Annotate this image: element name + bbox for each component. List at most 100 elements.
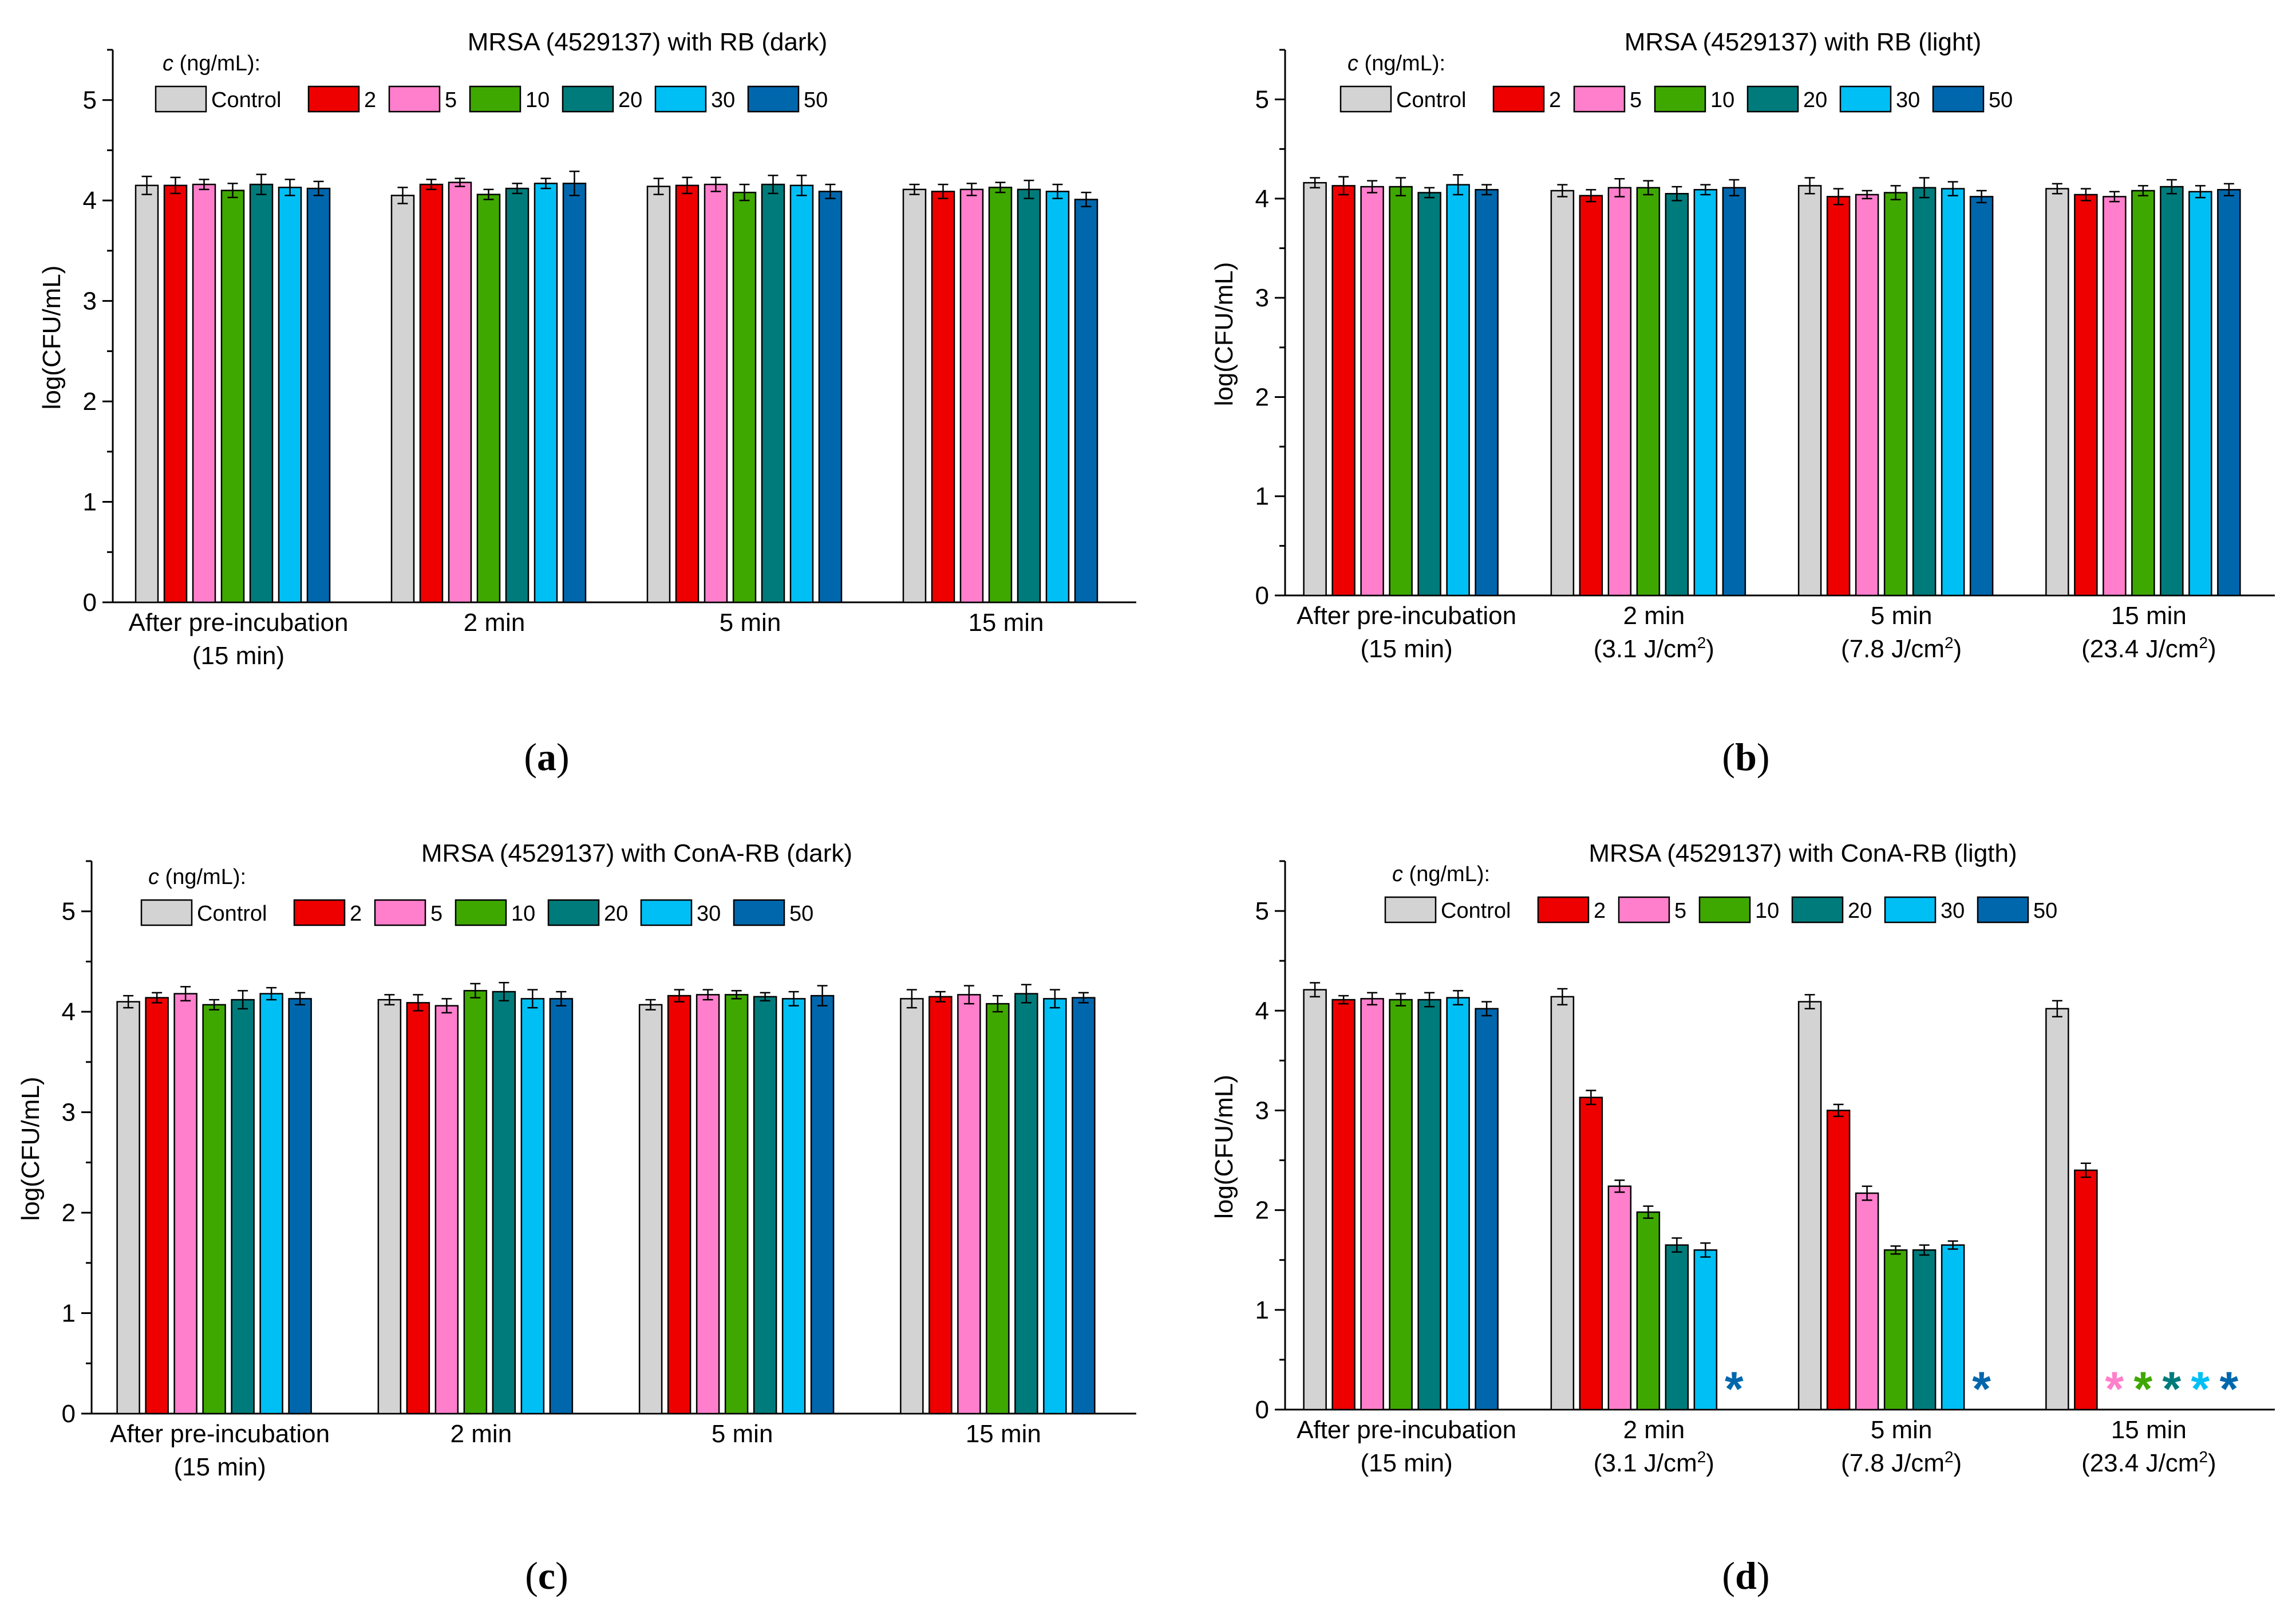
panel-b-category-label: (7.8 J/cm2): [1841, 634, 1962, 663]
panel-a-legend-label-30: 30: [711, 88, 735, 112]
panel-c-legend-title-var: c: [148, 865, 159, 889]
panel-a-y-tick-label: 5: [83, 86, 97, 115]
panel-a-legend-title-unit: (ng/mL):: [173, 52, 260, 76]
panel-b-legend-label-30: 30: [1896, 88, 1920, 112]
panel-d-y-tick-label: 3: [1255, 1096, 1269, 1124]
panel-a-bar-5-cat3: [959, 188, 984, 603]
panel-c-legend-label-control: Control: [197, 902, 267, 926]
panel-c-category-label: 2 min: [450, 1420, 512, 1448]
panel-a-y-tick-label: 0: [83, 589, 97, 617]
panel-b-y-tick-label: 0: [1255, 582, 1269, 610]
panel-b-bar-5-cat3: [2103, 196, 2127, 597]
panel-c-legend-title: c (ng/mL):: [148, 865, 246, 889]
panel-d-title: MRSA (4529137) with ConA-RB (ligth): [1588, 839, 2017, 867]
panel-b-y-tick-label: 2: [1255, 383, 1269, 411]
panel-c-legend-swatch-30: [640, 899, 693, 926]
panel-a-bar-control-cat2: [646, 186, 671, 603]
panel-a-legend-label-2: 2: [364, 88, 376, 112]
panel-b-legend-label-50: 50: [1989, 88, 2013, 112]
panel-a-bar-10-cat0: [220, 190, 245, 603]
panel-d-legend-swatch-20: [1791, 896, 1844, 924]
panel-d-bar-10-cat2: [1883, 1249, 1908, 1411]
panel-c-legend-label-30: 30: [697, 902, 721, 926]
panel-b-bar-30-cat0: [1446, 184, 1470, 597]
panel-b-legend-label-control: Control: [1396, 88, 1467, 112]
panel-a-legend-label-control: Control: [211, 88, 282, 112]
panel-a-y-tick-label: 2: [83, 388, 97, 416]
panel-c-legend-label-50: 50: [789, 902, 813, 926]
panel-b-y-tick-label: 5: [1255, 86, 1269, 114]
panel-d-category-label: After pre-incubation: [1297, 1416, 1516, 1444]
panel-d-y-tick-label: 2: [1255, 1197, 1269, 1225]
panel-d-bar-30-cat0: [1446, 997, 1470, 1411]
panel-b-bar-10-cat0: [1389, 186, 1413, 597]
panel-c-bar-2-cat0: [145, 997, 169, 1415]
panel-c-legend-label-2: 2: [350, 902, 362, 926]
panel-c-bar-2-cat3: [928, 996, 953, 1415]
panel-c-y-tick-label: 0: [62, 1400, 76, 1428]
panel-d-y-tick-label: 4: [1255, 997, 1269, 1025]
panel-d-legend-label-10: 10: [1755, 899, 1779, 923]
panel-b-y-axis-label: log(CFU/mL): [1210, 262, 1238, 407]
panel-a-bar-10-cat1: [476, 194, 501, 603]
panel-b-category-label: (15 min): [1360, 635, 1452, 663]
panel-c-bar-30-cat3: [1043, 998, 1067, 1415]
panel-a-legend-label-5: 5: [445, 88, 457, 112]
panel-d-category-label: (15 min): [1360, 1449, 1452, 1477]
panel-a-bar-20-cat2: [761, 183, 785, 603]
panel-c-bar-2-cat2: [667, 994, 691, 1415]
panel-a-bar-20-cat1: [505, 187, 529, 603]
panel-c-bar-20-cat1: [492, 990, 516, 1415]
panel-c-bar-20-cat0: [231, 999, 255, 1415]
panel-d-bar-control-cat3: [2045, 1008, 2069, 1411]
panel-b-bar-30-cat3: [2188, 191, 2212, 597]
panel-d-legend-swatch-2: [1537, 896, 1590, 924]
panel-a-legend-swatch-control: [155, 85, 207, 113]
panel-b-legend-swatch-control: [1339, 85, 1392, 113]
panel-b-bar-5-cat1: [1607, 187, 1632, 597]
panel-d-y-tick-label: 0: [1255, 1396, 1269, 1424]
panel-d-bar-2-cat2: [1826, 1110, 1851, 1411]
panel-b-category-label: 15 min: [2111, 602, 2187, 630]
panel-c-bar-10-cat2: [724, 994, 749, 1415]
panel-d-legend-label-5: 5: [1674, 899, 1686, 923]
panel-a-legend-title: c (ng/mL):: [163, 52, 260, 76]
panel-b-bar-30-cat1: [1693, 189, 1718, 597]
panel-c-bar-5-cat2: [695, 994, 720, 1415]
panel-a-bar-5-cat2: [704, 183, 728, 603]
panel-b-legend-swatch-30: [1839, 85, 1892, 113]
panel-c-bar-50-cat0: [288, 998, 312, 1415]
panel-a-bar-20-cat0: [249, 183, 274, 603]
panel-b-bar-control-cat0: [1303, 181, 1327, 597]
panel-c-y-tick-label: 2: [62, 1199, 76, 1227]
panel-a-bar-20-cat3: [1017, 188, 1041, 603]
panel-d: 0 1 2 3 4 5 log(CFU/mL) MRSA (4529137) with Con…: [1210, 839, 2275, 1597]
panel-a-bar-control-cat1: [390, 195, 415, 603]
panel-b-title: MRSA (4529137) with RB (light): [1625, 28, 1982, 56]
panel-d-bar-30-cat2: [1941, 1244, 1965, 1411]
panel-c-bar-5-cat0: [173, 993, 197, 1415]
panel-b-y-tick-label: 4: [1255, 185, 1269, 213]
panel-b-bar-20-cat1: [1665, 192, 1689, 597]
panel-d-significance-marker: *: [2191, 1362, 2210, 1416]
panel-b-bar-2-cat3: [2074, 194, 2098, 597]
panel-b-bar-2-cat1: [1579, 195, 1603, 597]
panel-a-bar-30-cat0: [278, 187, 302, 603]
panel-c-y-tick-label: 4: [62, 998, 76, 1026]
panel-b-bar-control-cat2: [1797, 185, 1822, 597]
panel-c-bar-30-cat0: [259, 993, 283, 1415]
panel-a-legend-label-20: 20: [618, 88, 642, 112]
panel-b-bar-10-cat3: [2131, 190, 2155, 597]
panel-c-bar-10-cat1: [463, 990, 488, 1415]
panel-d-legend-label-30: 30: [1941, 899, 1965, 923]
panel-a-legend-swatch-50: [747, 85, 800, 113]
panel-b-bar-control-cat3: [2045, 188, 2069, 597]
panel-b-legend-swatch-5: [1573, 85, 1626, 113]
panel-b-legend-label-5: 5: [1630, 88, 1642, 112]
panel-b-category-label: After pre-incubation: [1297, 602, 1516, 630]
panel-a-title: MRSA (4529137) with RB (dark): [468, 28, 827, 56]
panel-b-legend-label-20: 20: [1803, 88, 1827, 112]
panel-b-legend-title-unit: (ng/mL):: [1358, 52, 1445, 76]
panel-d-significance-marker: *: [1725, 1362, 1744, 1416]
